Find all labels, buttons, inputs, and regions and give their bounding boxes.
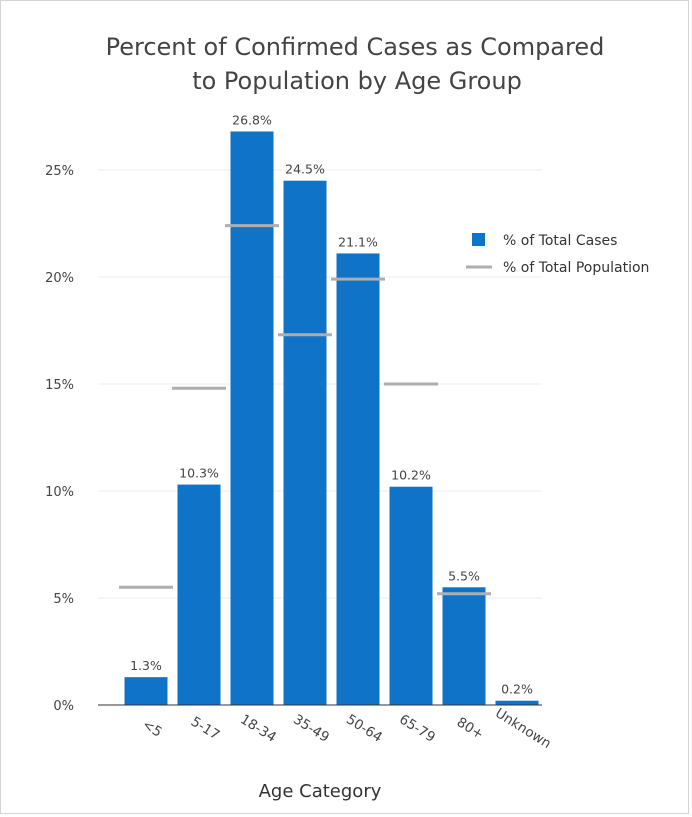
- bars: [124, 131, 539, 706]
- bar: [442, 587, 486, 705]
- x-tick-label: 80+: [454, 714, 487, 743]
- x-tick-label: 5-17: [188, 714, 222, 744]
- bar-data-label: 26.8%: [232, 112, 272, 127]
- bar-data-label: 1.3%: [130, 658, 162, 673]
- x-tick-label: <5: [139, 717, 164, 741]
- legend: % of Total Cases % of Total Population: [466, 233, 649, 276]
- bar-data-label: 24.5%: [285, 162, 325, 177]
- bar-data-label: 10.3%: [179, 466, 219, 481]
- bar: [495, 700, 539, 705]
- legend-swatch-cases: [472, 233, 485, 246]
- x-tick-label: Unknown: [492, 705, 554, 752]
- y-tick-label: 25%: [45, 164, 74, 179]
- bar-data-label: 21.1%: [338, 234, 378, 249]
- bar: [124, 677, 168, 705]
- y-tick-label: 20%: [45, 271, 74, 286]
- chart-title-line-2: to Population by Age Group: [192, 67, 522, 95]
- y-tick-label: 5%: [53, 592, 74, 607]
- y-tick-label: 10%: [45, 485, 74, 500]
- x-axis-title: Age Category: [259, 781, 382, 802]
- bar: [389, 486, 433, 705]
- chart-title-line-1: Percent of Confirmed Cases as Compared: [106, 33, 605, 61]
- population-markers: [119, 224, 491, 596]
- legend-label-population: % of Total Population: [503, 260, 649, 276]
- bar: [283, 180, 327, 705]
- y-tick-label: 0%: [53, 699, 74, 714]
- bar-data-label: 0.2%: [501, 682, 533, 697]
- y-axis-ticks: 0% 5% 10% 15% 20% 25%: [45, 164, 74, 714]
- bar: [336, 253, 380, 705]
- bar: [230, 131, 274, 706]
- x-tick-label: 18-34: [237, 711, 279, 745]
- x-axis-ticks: <5 5-17 18-34 35-49 50-64 65-79 80+ Unknown: [139, 705, 553, 752]
- legend-label-cases: % of Total Cases: [503, 233, 617, 249]
- x-tick-label: 50-64: [343, 711, 385, 745]
- x-tick-label: 35-49: [290, 711, 332, 745]
- bar-data-label: 5.5%: [448, 568, 480, 583]
- y-tick-label: 15%: [45, 378, 74, 393]
- bar-data-label: 10.2%: [391, 468, 431, 483]
- x-tick-label: 65-79: [396, 711, 438, 745]
- data-labels: 1.3% 10.3% 26.8% 24.5% 21.1% 10.2% 5.5% 0.2%: [130, 112, 533, 696]
- bar: [177, 484, 221, 705]
